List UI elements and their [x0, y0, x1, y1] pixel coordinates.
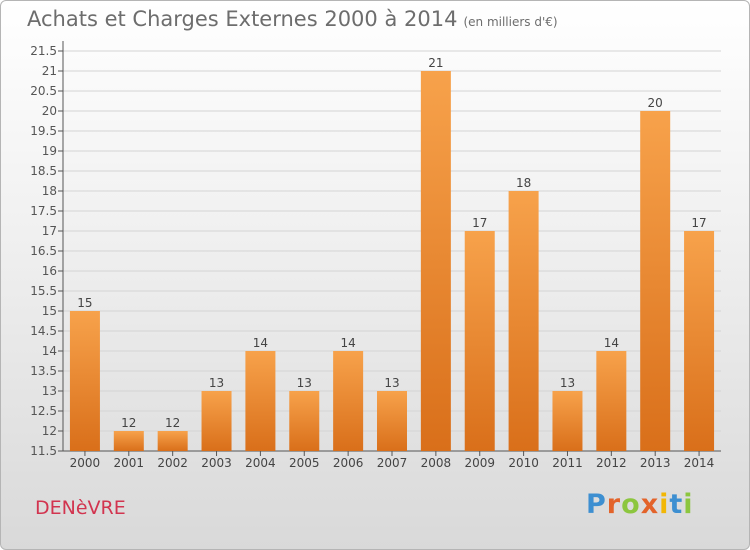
data-label: 17: [691, 216, 706, 230]
y-tick-label: 21: [42, 64, 57, 78]
x-tick-label: 2011: [552, 456, 583, 470]
y-tick-label: 15.5: [30, 284, 57, 298]
data-label: 18: [516, 176, 531, 190]
y-tick-label: 15: [42, 304, 57, 318]
y-tick-label: 16.5: [30, 244, 57, 258]
data-label: 21: [428, 56, 443, 70]
bar-2003: [201, 391, 232, 451]
data-label: 13: [297, 376, 312, 390]
data-label: 15: [77, 296, 92, 310]
data-label: 20: [648, 96, 663, 110]
bar-2002: [157, 431, 188, 451]
y-tick-label: 11.5: [30, 444, 57, 458]
bar-2004: [245, 351, 276, 451]
data-label: 12: [121, 416, 136, 430]
y-tick-label: 13.5: [30, 364, 57, 378]
bar-2010: [508, 191, 539, 451]
y-tick-label: 20.5: [30, 84, 57, 98]
y-tick-label: 14.5: [30, 324, 57, 338]
bar-2009: [464, 231, 495, 451]
data-label: 13: [384, 376, 399, 390]
bar-2005: [289, 391, 320, 451]
y-tick-label: 12.5: [30, 404, 57, 418]
data-label: 14: [253, 336, 268, 350]
data-label: 13: [560, 376, 575, 390]
data-label: 14: [340, 336, 355, 350]
x-tick-label: 2013: [640, 456, 671, 470]
y-tick-label: 21.5: [30, 44, 57, 58]
y-tick-label: 13: [42, 384, 57, 398]
bar-layer: [69, 71, 715, 451]
proxiti-logo: Proxiti: [586, 489, 694, 520]
y-tick-label: 12: [42, 424, 57, 438]
x-tick-label: 2007: [377, 456, 408, 470]
place-name: DENèVRE: [35, 497, 126, 519]
x-tick-label: 2004: [245, 456, 276, 470]
bar-2012: [596, 351, 627, 451]
bar-2011: [552, 391, 583, 451]
x-tick-label: 2012: [596, 456, 627, 470]
bar-2001: [113, 431, 144, 451]
chart-subtitle: (en milliers d'€): [463, 15, 558, 29]
bar-2006: [333, 351, 364, 451]
y-tick-label: 17: [42, 224, 57, 238]
x-tick-label: 2002: [157, 456, 188, 470]
y-tick-label: 20: [42, 104, 57, 118]
label-layer: 15 2000 12 2001 12 2002 13 2003 14 2004 13 2005 14 20…: [70, 56, 715, 470]
x-tick-label: 2008: [421, 456, 452, 470]
x-tick-label: 2009: [464, 456, 495, 470]
data-label: 12: [165, 416, 180, 430]
x-tick-label: 2010: [508, 456, 539, 470]
bar-2014: [684, 231, 715, 451]
x-tick-label: 2000: [70, 456, 101, 470]
y-tick-label: 18: [42, 184, 57, 198]
x-tick-label: 2006: [333, 456, 364, 470]
bar-2007: [377, 391, 407, 451]
y-tick-label: 18.5: [30, 164, 57, 178]
x-tick-label: 2005: [289, 456, 320, 470]
y-tick-label: 14: [42, 344, 57, 358]
y-tick-label: 19.5: [30, 124, 57, 138]
x-tick-label: 2003: [201, 456, 232, 470]
y-tick-label: 19: [42, 144, 57, 158]
y-tick-label: 17.5: [30, 204, 57, 218]
y-tick-label: 16: [42, 264, 57, 278]
chart-title: Achats et Charges Externes 2000 à 2014 (e…: [27, 7, 558, 31]
title-text: Achats et Charges Externes 2000 à 2014: [27, 7, 458, 31]
x-tick-label: 2014: [684, 456, 715, 470]
data-label: 14: [604, 336, 619, 350]
x-tick-label: 2001: [114, 456, 145, 470]
data-label: 13: [209, 376, 224, 390]
bar-2000: [69, 311, 100, 451]
bar-2013: [640, 111, 671, 451]
bar-2008: [420, 71, 451, 451]
data-label: 17: [472, 216, 487, 230]
